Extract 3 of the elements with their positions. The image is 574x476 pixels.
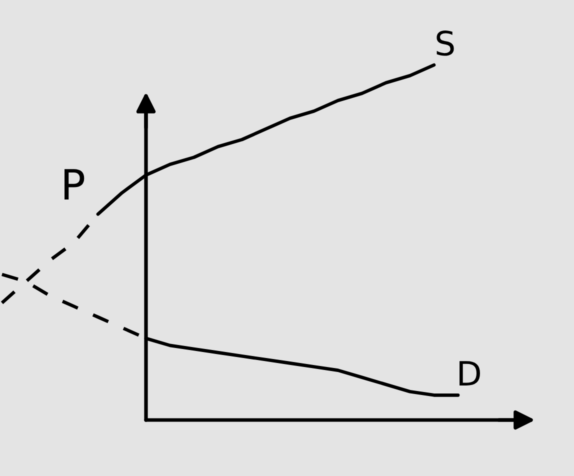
y-axis-title: P [64,169,84,200]
series-label: S [436,30,454,56]
series-label: D [460,361,480,386]
